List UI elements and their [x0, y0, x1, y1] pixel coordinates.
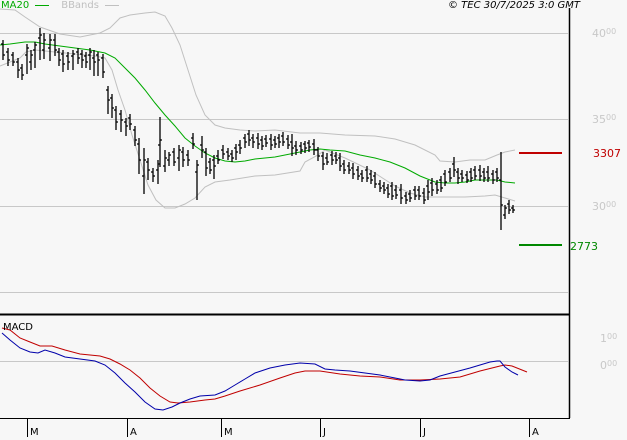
macd-signal-line: [1, 327, 528, 404]
legend-ma20: MA20: [1, 0, 30, 11]
macd-tick-sup: 00: [607, 332, 618, 341]
macd-line: [1, 332, 519, 411]
legend-ma20-swatch: [35, 5, 50, 6]
bband-upper: [0, 8, 516, 163]
ohlc-bars: [1, 28, 515, 230]
y-tick-label: 40: [592, 27, 606, 40]
bband-lower: [0, 49, 516, 209]
y-tick-sup: 00: [606, 200, 617, 209]
y-tick-label: 30: [592, 200, 606, 213]
x-axis-ticks: [27, 419, 530, 437]
y-tick-4000: 4000: [592, 27, 616, 40]
y-tick-3000: 3000: [592, 200, 616, 213]
price-grid: [0, 33, 568, 293]
macd-y-tick-000: 000: [600, 359, 618, 372]
y-tick-sup: 00: [606, 113, 617, 122]
macd-tick-sup: 00: [607, 359, 618, 368]
x-tick-label: J: [323, 427, 326, 438]
legend-bbands: BBands: [61, 0, 99, 11]
macd-y-tick-100: 100: [600, 332, 618, 345]
x-tick-label: M: [30, 427, 39, 438]
y-tick-3500: 3500: [592, 113, 616, 126]
resistance-level-label: 3307: [593, 147, 621, 160]
y-tick-sup: 00: [606, 27, 617, 36]
x-tick-label: J: [423, 427, 426, 438]
chart-legend: MA20 BBands: [1, 0, 119, 11]
x-tick-label: M: [224, 427, 233, 438]
support-level-label: 2773: [570, 240, 598, 253]
y-tick-label: 35: [592, 113, 606, 126]
legend-bbands-swatch: [104, 5, 119, 6]
macd-title: MACD: [3, 322, 33, 333]
ma20-line: [0, 41, 516, 184]
copyright-text: © TEC 30/7/2025 3:0 GMT: [448, 0, 580, 11]
x-tick-label: A: [130, 427, 137, 438]
x-tick-label: A: [532, 427, 539, 438]
